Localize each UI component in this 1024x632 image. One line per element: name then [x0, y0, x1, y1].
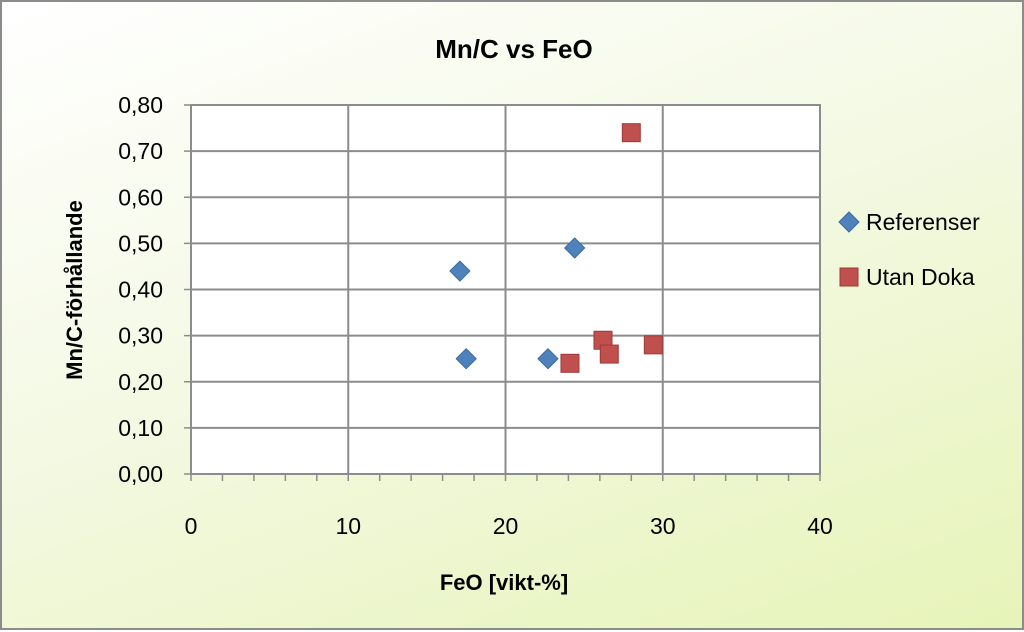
legend: Referenser Utan Doka — [838, 209, 980, 290]
legend-marker-diamond — [838, 211, 860, 233]
y-tick-label: 0,40 — [118, 277, 163, 303]
legend-label: Referenser — [866, 209, 980, 235]
data-point-square — [599, 344, 619, 364]
series-referenser — [449, 237, 586, 370]
data-point-diamond — [563, 237, 586, 259]
data-markers — [449, 123, 663, 373]
y-tick-label: 0,80 — [118, 92, 163, 118]
y-axis-ticks: 0,00 0,10 0,20 0,30 0,40 0,50 0,60 0,70 0,80 — [118, 92, 163, 487]
series-utan-doka — [560, 123, 663, 373]
x-tick-label: 10 — [335, 513, 361, 539]
x-tick-label: 30 — [650, 513, 676, 539]
y-tick-label: 0,70 — [118, 138, 163, 164]
data-point-diamond — [455, 347, 477, 370]
data-point-square — [560, 353, 580, 373]
legend-marker-square — [839, 267, 859, 287]
x-tick-label: 0 — [185, 513, 198, 539]
legend-label: Utan Doka — [866, 264, 975, 290]
data-point-square — [621, 123, 641, 143]
data-point-diamond — [449, 260, 471, 282]
y-tick-label: 0,30 — [118, 323, 163, 349]
y-tick-label: 0,00 — [118, 461, 163, 487]
y-tick-label: 0,60 — [118, 184, 163, 210]
y-tick-label: 0,20 — [118, 369, 163, 395]
x-axis-title: FeO [vikt-%] — [440, 570, 568, 595]
y-tick-label: 0,10 — [118, 415, 163, 441]
chart-title: Mn/C vs FeO — [435, 34, 592, 64]
x-axis-ticks: 0 10 20 30 40 — [185, 513, 833, 539]
plot-area — [184, 104, 821, 481]
y-tick-label: 0,50 — [118, 230, 163, 256]
data-point-diamond — [537, 347, 559, 370]
x-tick-label: 20 — [493, 513, 519, 539]
y-axis-title: Mn/C-förhållande — [62, 200, 87, 380]
x-tick-label: 40 — [807, 513, 833, 539]
data-point-square — [643, 335, 663, 355]
